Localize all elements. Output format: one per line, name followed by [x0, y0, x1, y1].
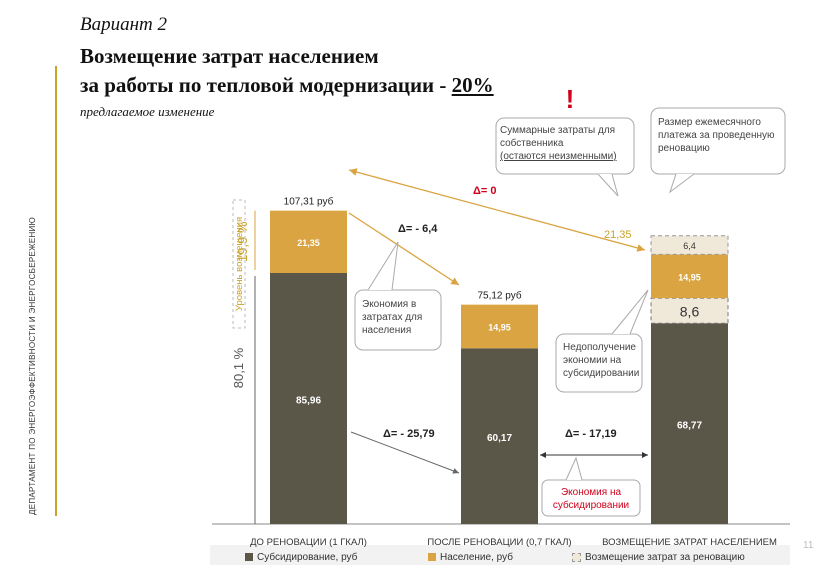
callout-subsidy-savings-line-2: субсидировании	[552, 500, 630, 511]
callout-shortfall-line-1: Недополучение	[563, 342, 636, 353]
callout-total-costs: Суммарные затраты для собственника (оста…	[500, 124, 617, 163]
delta-zero-label: Δ= 0	[473, 185, 497, 197]
callout-shortfall-line-2: экономии на	[563, 355, 622, 366]
data-label-subsidy-1: 60,17	[487, 433, 512, 444]
data-label-subsidy-0: 85,96	[296, 395, 321, 406]
legend-item-subsidy: Субсидирование, руб	[245, 552, 357, 563]
legend-swatch-compensation	[572, 552, 581, 562]
bar-compensation-2	[650, 235, 729, 255]
exclamation-mark: !	[566, 84, 575, 114]
third-side-value: 21,35	[604, 229, 632, 241]
callout-savings-line-1: Экономия в	[362, 299, 417, 310]
page-subtitle: предлагаемое изменение	[80, 104, 215, 119]
data-label-compensation-2: 6,4	[683, 241, 696, 251]
legend-label-compensation: Возмещение затрат за реновацию	[585, 552, 745, 563]
gold-divider	[55, 66, 57, 516]
delta-25-79-label: Δ= - 25,79	[383, 428, 435, 440]
callout-subsidy-savings: Экономия на субсидировании	[545, 486, 637, 512]
variant-label: Вариант 2	[80, 14, 168, 35]
callout-total-costs-line-2: собственника	[500, 138, 564, 149]
callout-tail-monthly	[669, 173, 695, 194]
callout-box-subsidy-savings	[541, 479, 641, 517]
legend-label-subsidy: Субсидирование, руб	[257, 552, 358, 563]
callout-total-costs-line-3: (остаются неизменными)	[500, 151, 617, 162]
data-label-population-2: 14,95	[678, 272, 701, 282]
delta-6-4-label: Δ= - 6,4	[398, 223, 438, 235]
level-label: Уровень возмещения	[234, 217, 245, 311]
callout-savings: Экономия в затратах для населения	[362, 298, 422, 337]
callout-box-total-costs	[495, 117, 635, 175]
callout-shortfall: Недополучение экономии на субсидировании	[563, 341, 639, 380]
page-number: 11	[803, 540, 814, 551]
callout-savings-line-3: населения	[362, 325, 412, 336]
bar-subsidy-2	[651, 323, 728, 524]
total-label-0: 107,31 руб	[284, 196, 334, 208]
callout-box-savings	[354, 289, 442, 351]
delta-6-4-arrow	[348, 212, 460, 286]
callout-monthly-line-1: Размер ежемесячного	[658, 117, 761, 128]
callout-monthly-payment: Размер ежемесячного платежа за проведенн…	[658, 116, 774, 155]
title-percentage: 20%	[451, 73, 494, 97]
legend-label-population: Население, руб	[440, 552, 513, 563]
callout-tail-subsidy-savings	[565, 456, 583, 481]
callout-monthly-line-3: реновацию	[658, 143, 710, 154]
x-tick-label-0: ДО РЕНОВАЦИИ (1 ГКАЛ)	[250, 537, 367, 548]
callout-tail-savings	[367, 241, 399, 291]
legend-swatch-subsidy	[245, 553, 253, 562]
delta-25-79-arrow	[350, 431, 460, 474]
delta-17-19-label: Δ= - 17,19	[565, 428, 617, 440]
callout-box-shortfall	[555, 333, 643, 393]
legend-item-population: Население, руб	[428, 552, 513, 563]
x-tick-label-1: ПОСЛЕ РЕНОВАЦИИ (0,7 ГКАЛ)	[427, 537, 571, 548]
callout-tail-shortfall	[611, 289, 649, 335]
page-title-line-1: Возмещение затрат населением	[80, 44, 379, 68]
bar-population-2	[651, 254, 728, 299]
legend-item-compensation: Возмещение затрат за реновацию	[572, 552, 745, 563]
data-label-population-1: 14,95	[488, 322, 511, 332]
x-tick-label-2: ВОЗМЕЩЕНИЕ ЗАТРАТ НАСЕЛЕНИЕМ	[602, 537, 777, 548]
pct-bottom-label: 80,1 %	[231, 347, 246, 388]
pct-top-label: 19,9 %	[235, 221, 250, 262]
bar-subsidy-1	[461, 348, 538, 524]
legend-swatch-population	[428, 553, 436, 562]
data-label-subsidy-2: 68,77	[677, 421, 702, 432]
bars-group	[210, 210, 790, 565]
callout-monthly-line-2: платежа за проведенную	[658, 130, 775, 141]
labels-group: 85,96 21,35 107,31 руб ДО РЕНОВАЦИИ (1 ГКАЛ…	[250, 196, 777, 548]
page-title-line-2: за работы по тепловой модернизации - 20%	[80, 73, 494, 98]
callout-total-costs-line-1: Суммарные затраты для	[500, 125, 616, 136]
callout-box-monthly	[650, 107, 786, 175]
data-label-shortfall: 8,6	[680, 304, 700, 320]
callout-subsidy-savings-line-1: Экономия на	[560, 487, 622, 498]
bar-population-1	[461, 304, 538, 349]
annotations-group: 19,9 % 80,1 % Уровень возмещения Δ= 0 21,35 Δ…	[231, 84, 786, 524]
callout-shortfall-line-3: субсидировании	[563, 368, 640, 379]
total-label-1: 75,12 руб	[477, 290, 521, 302]
callout-tail-total-costs	[597, 173, 619, 197]
bar-subsidy-0	[270, 272, 347, 524]
level-arrow-box	[232, 199, 246, 329]
delta-zero-arrow	[348, 168, 646, 252]
legend-background	[210, 545, 790, 565]
callout-savings-line-2: затратах для	[362, 312, 423, 323]
bar-population-0	[270, 210, 347, 273]
data-label-population-0: 21,35	[297, 238, 320, 248]
title-line-2-prefix: за работы по тепловой модернизации -	[80, 73, 452, 97]
